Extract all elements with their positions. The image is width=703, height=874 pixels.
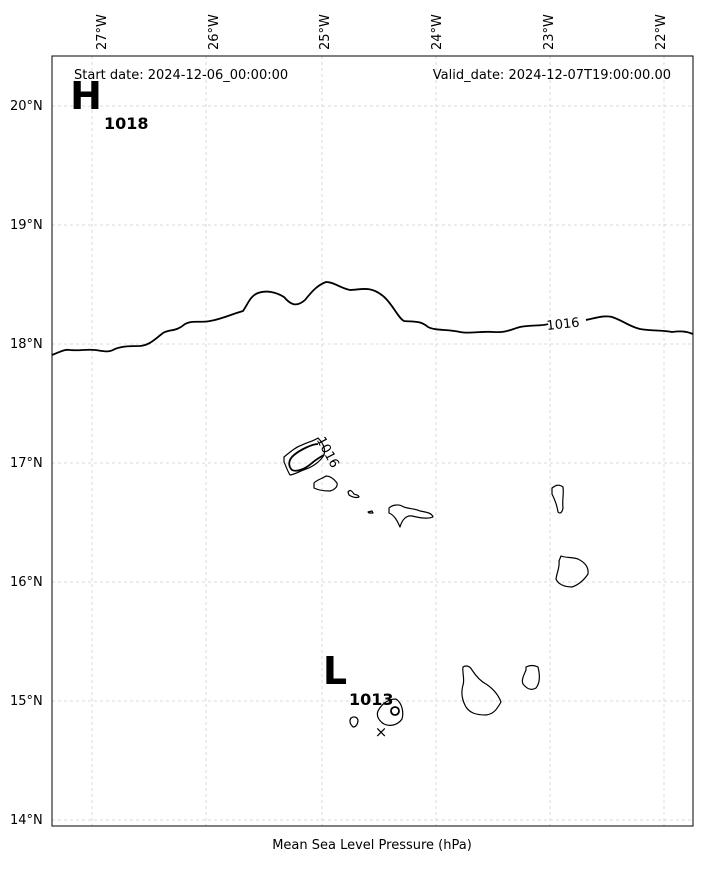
isobar-label: 1016 — [546, 316, 580, 334]
island-outline — [551, 484, 564, 514]
isobar-line — [585, 315, 694, 335]
low-pressure-letter: L — [323, 649, 347, 693]
high-pressure-letter: H — [70, 74, 102, 118]
lon-tick-label: 24°W — [430, 14, 445, 50]
lat-tick-label: 20°N — [10, 99, 43, 114]
island-outline — [313, 475, 338, 492]
low-center-marker: × — [375, 723, 388, 741]
lon-tick-label: 25°W — [318, 14, 333, 50]
island-outline — [376, 698, 404, 726]
lon-tick-label: 23°W — [542, 14, 557, 50]
lat-tick-label: 17°N — [10, 456, 43, 471]
lon-tick-label: 26°W — [207, 14, 222, 50]
island-outline — [347, 489, 360, 498]
map-frame — [51, 55, 694, 827]
island-outline — [461, 665, 502, 716]
island-outline — [349, 716, 359, 728]
lat-tick-label: 14°N — [10, 813, 43, 828]
high-pressure-value: 1018 — [104, 114, 149, 133]
isobar-line — [288, 443, 325, 472]
island-outline — [555, 555, 589, 588]
lat-tick-label: 18°N — [10, 337, 43, 352]
lat-tick-label: 15°N — [10, 694, 43, 709]
start-date-label: Start date: 2024-12-06_00:00:00 — [74, 68, 288, 83]
lon-tick-label: 27°W — [95, 14, 110, 50]
lon-tick-label: 22°W — [654, 14, 669, 50]
graticule — [52, 56, 693, 826]
lat-tick-label: 16°N — [10, 575, 43, 590]
isobar-line — [390, 706, 400, 716]
island-outline — [367, 510, 374, 514]
lon-tick-labels: 27°W 26°W 25°W 24°W 23°W 22°W — [95, 14, 669, 50]
valid-date-label: Valid_date: 2024-12-07T19:00:00.00 — [433, 68, 671, 83]
island-outline — [388, 504, 434, 528]
island-outline — [521, 664, 540, 690]
lat-tick-labels: 20°N 19°N 18°N 17°N 16°N 15°N 14°N — [10, 99, 43, 828]
low-pressure-value: 1013 — [349, 690, 394, 709]
isobar-label: 1016 — [313, 434, 342, 470]
lat-tick-label: 19°N — [10, 218, 43, 233]
isobar-line — [51, 281, 549, 356]
x-axis-label: Mean Sea Level Pressure (hPa) — [272, 838, 472, 853]
